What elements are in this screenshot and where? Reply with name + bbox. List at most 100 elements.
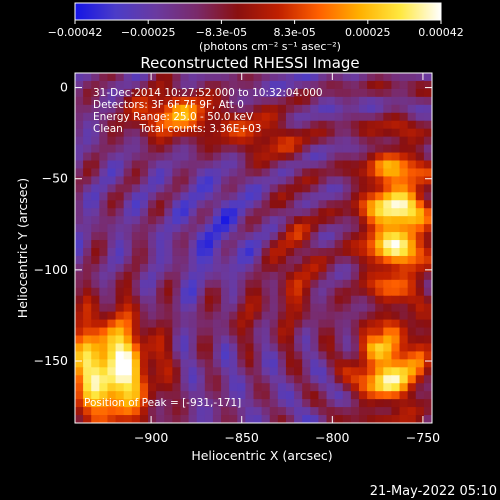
- heatmap-cell: [277, 144, 287, 154]
- heatmap-cell: [423, 367, 432, 376]
- heatmap-cell: [212, 96, 222, 106]
- heatmap-cell: [285, 232, 295, 241]
- heatmap-cell: [115, 359, 125, 368]
- heatmap-cell: [172, 73, 182, 82]
- heatmap-cell: [342, 224, 352, 233]
- heatmap-cell: [375, 367, 384, 376]
- heatmap-cell: [148, 160, 157, 170]
- heatmap-cell: [180, 399, 190, 408]
- heatmap-cell: [123, 295, 133, 305]
- heatmap-cell: [107, 96, 117, 106]
- heatmap-cell: [302, 176, 311, 185]
- heatmap-cell: [423, 248, 432, 257]
- heatmap-cell: [334, 240, 344, 249]
- heatmap-cell: [148, 311, 157, 321]
- heatmap-cell: [237, 96, 246, 106]
- heatmap-cell: [285, 96, 295, 106]
- heatmap-cell: [172, 224, 182, 233]
- x-tick-label: −850: [225, 430, 259, 445]
- heatmap-cell: [277, 383, 287, 392]
- heatmap-cell: [310, 263, 320, 273]
- heatmap-cell: [123, 367, 133, 376]
- heatmap-cell: [107, 216, 117, 225]
- heatmap-cell: [188, 184, 198, 193]
- heatmap-cell: [221, 136, 230, 146]
- heatmap-cell: [131, 383, 141, 392]
- heatmap-cell: [334, 73, 344, 82]
- heatmap-cell: [294, 96, 303, 106]
- heatmap-cell: [99, 96, 109, 106]
- heatmap-cell: [302, 311, 311, 321]
- heatmap-cell: [237, 248, 246, 257]
- heatmap-cell: [221, 391, 230, 400]
- heatmap-cell: [237, 399, 246, 408]
- heatmap-cell: [75, 208, 84, 217]
- heatmap-cell: [115, 343, 125, 352]
- heatmap-cell: [269, 311, 279, 321]
- heatmap-cell: [326, 311, 336, 321]
- heatmap-cell: [164, 367, 173, 376]
- heatmap-cell: [115, 375, 125, 384]
- heatmap-cell: [156, 248, 165, 257]
- heatmap-cell: [334, 184, 344, 193]
- heatmap-cell: [415, 240, 425, 249]
- heatmap-cell: [423, 112, 432, 122]
- heatmap-cell: [91, 224, 100, 233]
- heatmap-cell: [350, 144, 360, 154]
- heatmap-cell: [342, 136, 352, 146]
- heatmap-cell: [180, 351, 190, 360]
- heatmap-cell: [212, 287, 222, 297]
- heatmap-cell: [326, 192, 336, 201]
- heatmap-cell: [99, 168, 109, 177]
- heatmap-cell: [180, 128, 190, 138]
- heatmap-cell: [221, 232, 230, 241]
- heatmap-cell: [221, 192, 230, 201]
- heatmap-cell: [407, 351, 417, 360]
- heatmap-cell: [399, 120, 409, 130]
- heatmap-cell: [294, 295, 303, 305]
- heatmap-cell: [391, 120, 401, 130]
- heatmap-cell: [180, 216, 190, 225]
- heatmap-cell: [99, 415, 109, 423]
- heatmap-cell: [367, 80, 376, 90]
- heatmap-cell: [229, 96, 238, 106]
- heatmap-cell: [204, 232, 214, 241]
- heatmap-cell: [131, 104, 141, 114]
- heatmap-cell: [415, 128, 425, 138]
- heatmap-cell: [131, 279, 141, 289]
- heatmap-cell: [318, 367, 328, 376]
- heatmap-cell: [302, 359, 311, 368]
- heatmap-cell: [318, 351, 328, 360]
- heatmap-cell: [407, 184, 417, 193]
- heatmap-cell: [164, 160, 173, 170]
- heatmap-cell: [123, 88, 133, 98]
- heatmap-cell: [229, 263, 238, 273]
- heatmap-cell: [326, 319, 336, 329]
- heatmap-cell: [148, 224, 157, 233]
- heatmap-cell: [172, 375, 182, 384]
- heatmap-cell: [148, 120, 157, 130]
- heatmap-cell: [221, 128, 230, 138]
- heatmap-cell: [415, 136, 425, 146]
- heatmap-cell: [407, 335, 417, 345]
- heatmap-cell: [342, 128, 352, 138]
- heatmap-cell: [148, 128, 157, 138]
- heatmap-cell: [375, 192, 384, 201]
- heatmap-cell: [164, 327, 173, 337]
- heatmap-cell: [285, 311, 295, 321]
- heatmap-cell: [180, 327, 190, 337]
- heatmap-cell: [139, 176, 149, 185]
- heatmap-cell: [383, 383, 393, 392]
- heatmap-cell: [123, 184, 133, 193]
- heatmap-cell: [123, 248, 133, 257]
- heatmap-cell: [318, 383, 328, 392]
- heatmap-cell: [277, 224, 287, 233]
- heatmap-cell: [375, 327, 384, 337]
- heatmap-cell: [237, 104, 246, 114]
- heatmap-cell: [172, 248, 182, 257]
- heatmap-cell: [407, 343, 417, 352]
- heatmap-cell: [383, 311, 393, 321]
- heatmap-cell: [269, 255, 279, 265]
- heatmap-cell: [277, 303, 287, 313]
- heatmap-cell: [285, 208, 295, 217]
